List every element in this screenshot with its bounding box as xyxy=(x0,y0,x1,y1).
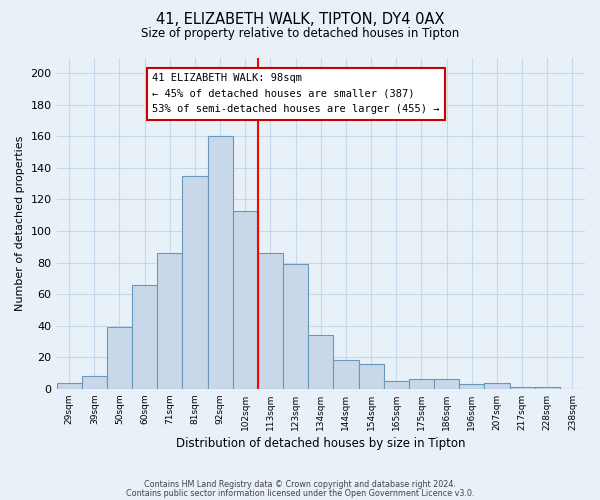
Bar xyxy=(208,136,233,389)
Bar xyxy=(82,376,107,389)
Bar xyxy=(107,328,132,389)
X-axis label: Distribution of detached houses by size in Tipton: Distribution of detached houses by size … xyxy=(176,437,466,450)
Bar xyxy=(535,387,560,389)
Bar xyxy=(283,264,308,389)
Bar xyxy=(132,284,157,389)
Bar xyxy=(434,380,459,389)
Bar xyxy=(484,382,509,389)
Bar xyxy=(383,381,409,389)
Bar xyxy=(334,360,359,389)
Text: Contains HM Land Registry data © Crown copyright and database right 2024.: Contains HM Land Registry data © Crown c… xyxy=(144,480,456,489)
Bar xyxy=(509,387,535,389)
Text: Size of property relative to detached houses in Tipton: Size of property relative to detached ho… xyxy=(141,28,459,40)
Y-axis label: Number of detached properties: Number of detached properties xyxy=(15,136,25,311)
Text: Contains public sector information licensed under the Open Government Licence v3: Contains public sector information licen… xyxy=(126,488,474,498)
Bar xyxy=(308,335,334,389)
Bar xyxy=(359,364,383,389)
Bar xyxy=(258,253,283,389)
Text: 41, ELIZABETH WALK, TIPTON, DY4 0AX: 41, ELIZABETH WALK, TIPTON, DY4 0AX xyxy=(156,12,444,28)
Text: 41 ELIZABETH WALK: 98sqm
← 45% of detached houses are smaller (387)
53% of semi-: 41 ELIZABETH WALK: 98sqm ← 45% of detach… xyxy=(152,74,440,114)
Bar xyxy=(459,384,484,389)
Bar xyxy=(233,210,258,389)
Bar xyxy=(409,380,434,389)
Bar xyxy=(157,253,182,389)
Bar xyxy=(56,382,82,389)
Bar xyxy=(182,176,208,389)
